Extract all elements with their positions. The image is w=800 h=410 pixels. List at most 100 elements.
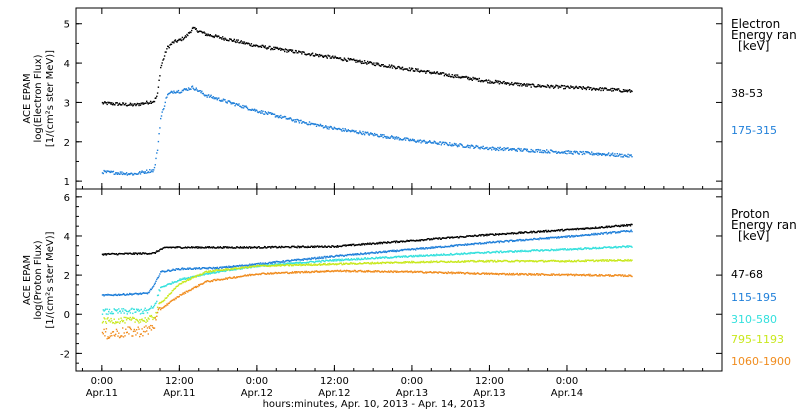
data-point [115, 333, 117, 335]
data-point [327, 245, 329, 248]
data-point [503, 80, 505, 83]
data-point [546, 84, 549, 86]
data-point [587, 227, 590, 230]
data-point [569, 87, 571, 89]
data-point [115, 172, 117, 174]
data-point [486, 251, 488, 253]
data-point [417, 68, 419, 70]
data-point [485, 272, 487, 274]
data-point [111, 171, 114, 173]
data-point [623, 230, 625, 232]
data-point [406, 261, 408, 263]
data-point [387, 66, 390, 68]
data-point [621, 225, 623, 227]
data-point [131, 103, 133, 105]
data-point [256, 111, 259, 113]
data-point [224, 246, 226, 248]
data-point [537, 249, 539, 252]
data-point [424, 248, 426, 250]
data-point [489, 241, 491, 243]
data-point [531, 232, 533, 234]
data-point [205, 247, 208, 249]
data-point [279, 272, 281, 274]
data-point [446, 254, 448, 256]
data-point [530, 274, 532, 276]
data-point [189, 289, 191, 291]
data-point [294, 246, 297, 248]
data-point [460, 261, 462, 263]
data-point [379, 65, 381, 67]
data-point [440, 260, 442, 262]
data-point [599, 87, 601, 89]
data-point [239, 105, 242, 108]
data-point [227, 100, 229, 102]
data-point [167, 45, 170, 48]
data-point [617, 88, 619, 90]
data-point [625, 89, 628, 92]
data-point [284, 272, 286, 274]
data-point [384, 65, 387, 67]
data-point [232, 40, 235, 42]
data-point [225, 266, 227, 269]
data-point [365, 243, 367, 245]
data-point [629, 91, 632, 93]
data-point [494, 241, 496, 244]
data-point [630, 260, 632, 262]
data-point [335, 258, 337, 261]
data-point [596, 275, 598, 277]
data-point [572, 248, 574, 251]
data-point [239, 267, 242, 269]
data-point [344, 263, 346, 265]
data-point [194, 26, 196, 29]
data-point [439, 237, 441, 239]
data-point [599, 233, 601, 235]
data-point [458, 237, 460, 239]
data-point [108, 337, 110, 339]
data-point [174, 92, 177, 94]
data-point [294, 119, 297, 121]
data-point [618, 153, 621, 155]
data-point [520, 83, 522, 85]
data-point [308, 271, 310, 273]
data-point [552, 230, 554, 232]
data-point [348, 262, 350, 265]
data-point [387, 137, 389, 139]
data-point [225, 38, 227, 40]
data-point [415, 271, 418, 273]
data-point [243, 246, 246, 248]
data-point [546, 249, 549, 251]
data-point [481, 242, 484, 245]
data-point [525, 260, 527, 262]
data-point [609, 226, 611, 228]
data-point [464, 273, 466, 275]
data-point [141, 292, 143, 295]
data-point [532, 83, 534, 85]
data-point [197, 247, 199, 249]
data-point [298, 246, 301, 249]
data-point [509, 232, 511, 235]
data-point [436, 254, 439, 256]
data-point [384, 250, 387, 252]
data-point [156, 294, 159, 297]
data-point [233, 276, 235, 278]
data-point [206, 267, 208, 269]
data-point [402, 69, 404, 71]
data-point [332, 256, 335, 258]
data-point [559, 261, 561, 263]
data-point [339, 262, 342, 264]
data-point [390, 136, 392, 138]
data-point [536, 231, 539, 233]
data-point [527, 150, 529, 152]
data-point [463, 146, 465, 148]
data-point [389, 66, 391, 69]
data-point [436, 237, 439, 240]
data-point [577, 235, 579, 237]
data-point [315, 263, 317, 266]
data-point [517, 240, 519, 242]
data-point [374, 262, 377, 265]
data-point [328, 260, 330, 262]
data-point [306, 123, 308, 125]
data-point [233, 269, 235, 271]
data-point [136, 102, 139, 105]
data-point [209, 34, 211, 36]
